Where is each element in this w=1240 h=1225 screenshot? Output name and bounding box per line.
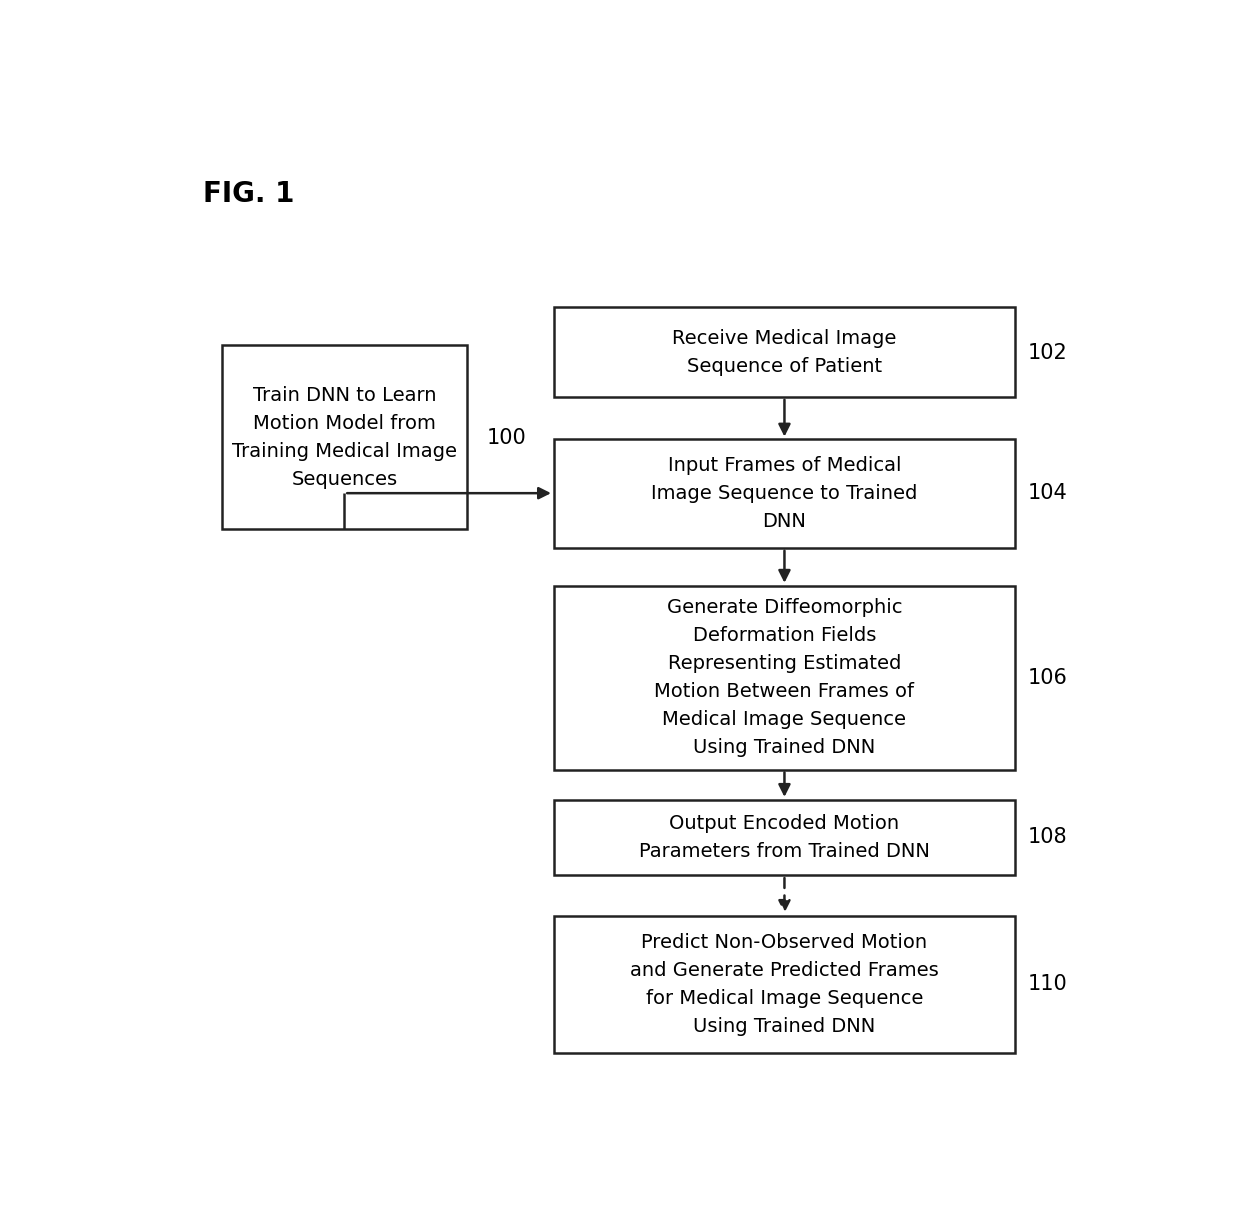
Text: 102: 102 [1028, 343, 1068, 363]
Bar [554, 916, 1016, 1052]
Text: 106: 106 [1028, 668, 1068, 688]
Text: 108: 108 [1028, 827, 1068, 848]
Bar [554, 440, 1016, 548]
Text: FIG. 1: FIG. 1 [203, 180, 294, 208]
Text: Predict Non-Observed Motion
and Generate Predicted Frames
for Medical Image Sequ: Predict Non-Observed Motion and Generate… [630, 932, 939, 1035]
Bar [554, 307, 1016, 397]
Text: 100: 100 [486, 428, 526, 447]
Bar [554, 586, 1016, 769]
Text: 110: 110 [1028, 974, 1068, 993]
Text: 104: 104 [1028, 483, 1068, 503]
Bar [222, 345, 467, 529]
Text: Output Encoded Motion
Parameters from Trained DNN: Output Encoded Motion Parameters from Tr… [639, 813, 930, 861]
Text: Input Frames of Medical
Image Sequence to Trained
DNN: Input Frames of Medical Image Sequence t… [651, 456, 918, 532]
Text: Generate Diffeomorphic
Deformation Fields
Representing Estimated
Motion Between : Generate Diffeomorphic Deformation Field… [655, 598, 914, 757]
Text: Train DNN to Learn
Motion Model from
Training Medical Image
Sequences: Train DNN to Learn Motion Model from Tra… [232, 386, 458, 489]
Text: Receive Medical Image
Sequence of Patient: Receive Medical Image Sequence of Patien… [672, 328, 897, 376]
Bar [554, 800, 1016, 875]
